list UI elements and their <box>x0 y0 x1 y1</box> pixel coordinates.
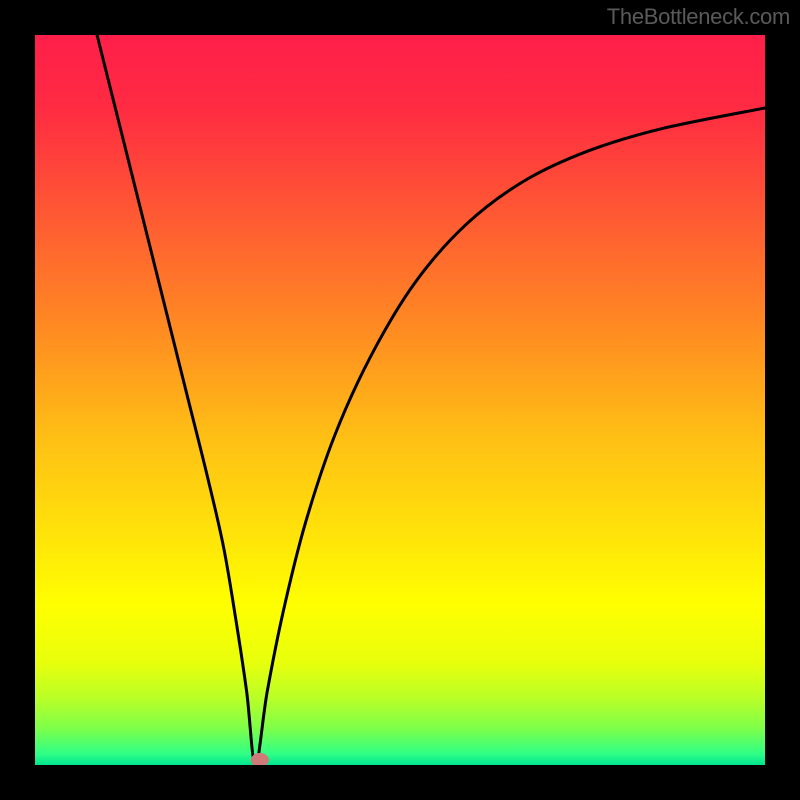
chart-background-gradient <box>35 35 765 765</box>
chart-svg <box>35 35 765 765</box>
watermark-text: TheBottleneck.com <box>607 4 790 30</box>
chart-plot-area <box>35 35 765 765</box>
